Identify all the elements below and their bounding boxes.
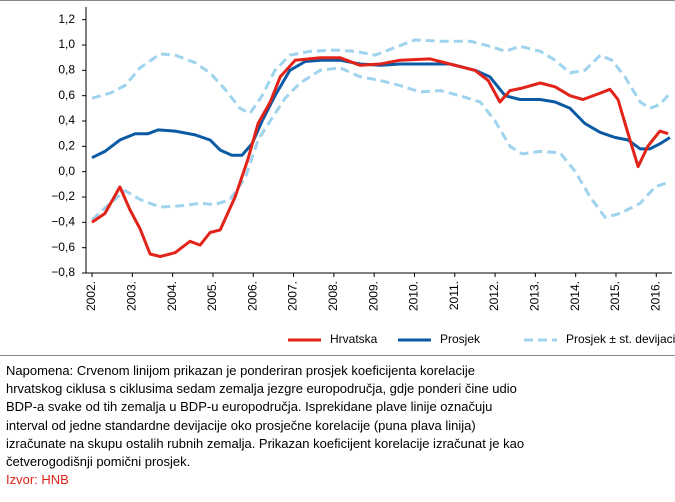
legend-label: Hrvatska	[330, 332, 378, 346]
x-tick-label: 2003.	[125, 281, 139, 311]
x-tick-label: 2014.	[568, 281, 582, 311]
chart: −0,8 −0,6 −0,4 −0,2 0,0 0,2 0,4 0,6 0,8 1,0 1,2 200…	[0, 0, 675, 356]
x-tick-label: 2007.	[286, 281, 300, 311]
y-tick-label: 0,6	[58, 88, 75, 102]
x-tick-label: 2010.	[407, 281, 421, 311]
y-tick-label: −0,8	[51, 265, 75, 279]
note-line: četverogodišnji pomični prosjek.	[6, 454, 191, 470]
series-line-lower	[90, 66, 671, 221]
series-line	[91, 58, 671, 160]
x-tick-label: 2004.	[165, 281, 179, 311]
series-line	[91, 38, 672, 115]
note-line: izračunate na skupu ostalih rubnih zemal…	[6, 435, 525, 451]
note-line: BDP-a svake od tih zemalja u BDP-u europ…	[6, 399, 493, 415]
legend-label: Prosjek ± st. devijacija	[566, 332, 675, 346]
y-tick-label: 0,0	[58, 164, 75, 178]
y-tick-label: −0,2	[51, 189, 75, 203]
note-line: interval od jedne standardne devijacije …	[6, 417, 476, 433]
y-tick-label: 1,2	[58, 12, 75, 26]
series-line	[91, 56, 669, 258]
x-tick-label: 2015.	[608, 281, 622, 311]
x-tick-label: 2011.	[447, 281, 461, 310]
legend-label: Prosjek	[440, 332, 481, 346]
y-tick-label: 0,4	[58, 113, 75, 127]
x-tick-label: 2012.	[487, 281, 501, 311]
y-tick-label: 1,0	[58, 37, 75, 51]
x-tick-label: 2008.	[326, 281, 340, 311]
y-tick-label: 0,8	[58, 63, 75, 77]
source: Izvor: HNB	[6, 472, 69, 488]
y-tick-label: −0,6	[51, 240, 75, 254]
x-tick-label: 2002.	[84, 281, 98, 311]
x-tick-label: 2009.	[366, 281, 380, 311]
x-tick-label: 2006.	[245, 281, 259, 311]
y-tick-label: −0,4	[51, 215, 75, 229]
note-line: Napomena: Crvenom linijom prikazan je po…	[6, 363, 475, 378]
note: Napomena: Crvenom linijom prikazan je po…	[6, 362, 671, 489]
x-tick-label: 2016.	[648, 281, 662, 311]
x-tick-label: 2005.	[205, 281, 219, 311]
y-tick-label: 0,2	[58, 139, 75, 153]
x-tick-label: 2013.	[528, 281, 542, 311]
note-line: hrvatskog ciklusa s ciklusima sedam zema…	[6, 381, 517, 397]
